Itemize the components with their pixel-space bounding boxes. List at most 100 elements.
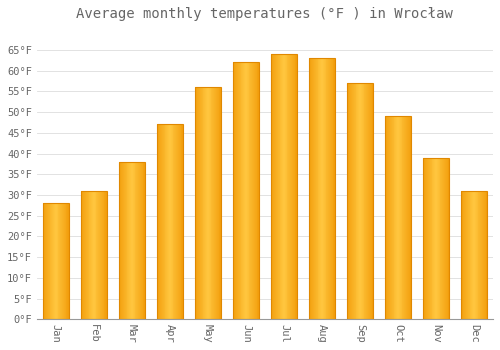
Bar (292, 54, 293, 320)
Bar (162, 125, 163, 320)
Bar (202, 87, 203, 320)
Bar (42, 203, 69, 320)
Bar (91, 191, 92, 320)
Bar (472, 191, 473, 320)
Bar (294, 54, 296, 320)
Bar (158, 125, 159, 320)
Bar (476, 191, 478, 320)
Bar (207, 87, 208, 320)
Bar (434, 158, 435, 320)
Bar (316, 58, 318, 320)
Bar (258, 62, 259, 320)
Bar (100, 191, 101, 320)
Bar (286, 54, 288, 320)
Bar (194, 87, 196, 320)
Bar (140, 162, 141, 320)
Bar (323, 58, 324, 320)
Bar (160, 125, 161, 320)
Bar (384, 116, 386, 320)
Bar (55, 203, 56, 320)
Bar (290, 54, 291, 320)
Bar (351, 83, 352, 320)
Bar (50, 203, 51, 320)
Bar (368, 83, 369, 320)
Bar (252, 62, 253, 320)
Bar (318, 58, 320, 320)
Bar (432, 158, 434, 320)
Bar (182, 125, 183, 320)
Bar (130, 162, 131, 320)
Bar (367, 83, 368, 320)
Bar (44, 203, 45, 320)
Bar (445, 158, 446, 320)
Bar (232, 62, 234, 320)
Bar (213, 87, 214, 320)
Bar (194, 87, 221, 320)
Bar (324, 58, 326, 320)
Bar (402, 116, 404, 320)
Bar (280, 54, 281, 320)
Bar (216, 87, 217, 320)
Bar (198, 87, 199, 320)
Bar (85, 191, 86, 320)
Bar (84, 191, 85, 320)
Bar (435, 158, 436, 320)
Bar (422, 158, 424, 320)
Bar (282, 54, 283, 320)
Bar (429, 158, 430, 320)
Bar (124, 162, 125, 320)
Bar (296, 54, 297, 320)
Bar (196, 87, 198, 320)
Bar (104, 191, 106, 320)
Bar (210, 87, 212, 320)
Bar (366, 83, 367, 320)
Bar (436, 158, 437, 320)
Bar (468, 191, 469, 320)
Bar (361, 83, 362, 320)
Bar (118, 162, 120, 320)
Bar (159, 125, 160, 320)
Bar (164, 125, 166, 320)
Bar (398, 116, 399, 320)
Bar (291, 54, 292, 320)
Bar (483, 191, 484, 320)
Bar (359, 83, 360, 320)
Bar (386, 116, 388, 320)
Bar (428, 158, 429, 320)
Bar (314, 58, 315, 320)
Bar (321, 58, 322, 320)
Bar (389, 116, 390, 320)
Bar (326, 58, 328, 320)
Bar (217, 87, 218, 320)
Bar (356, 83, 358, 320)
Bar (167, 125, 168, 320)
Bar (446, 158, 448, 320)
Bar (460, 191, 462, 320)
Bar (392, 116, 394, 320)
Bar (54, 203, 55, 320)
Bar (102, 191, 104, 320)
Title: Average monthly temperatures (°F ) in Wrocław: Average monthly temperatures (°F ) in Wr… (76, 7, 454, 21)
Bar (126, 162, 128, 320)
Bar (232, 62, 259, 320)
Bar (163, 125, 164, 320)
Bar (388, 116, 389, 320)
Bar (422, 158, 450, 320)
Bar (254, 62, 255, 320)
Bar (332, 58, 334, 320)
Bar (360, 83, 361, 320)
Bar (473, 191, 474, 320)
Bar (480, 191, 481, 320)
Bar (277, 54, 278, 320)
Bar (98, 191, 99, 320)
Bar (80, 191, 107, 320)
Bar (358, 83, 359, 320)
Bar (204, 87, 205, 320)
Bar (442, 158, 443, 320)
Bar (328, 58, 329, 320)
Bar (255, 62, 256, 320)
Bar (171, 125, 172, 320)
Bar (242, 62, 244, 320)
Bar (142, 162, 144, 320)
Bar (175, 125, 176, 320)
